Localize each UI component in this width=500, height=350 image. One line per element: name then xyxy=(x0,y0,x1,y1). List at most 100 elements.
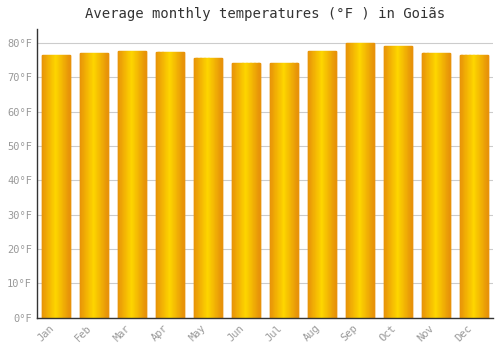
Bar xyxy=(83,53,84,318)
Bar xyxy=(256,63,257,318)
Bar xyxy=(330,51,331,318)
Bar xyxy=(436,53,437,318)
Bar xyxy=(167,52,168,318)
Bar xyxy=(107,53,108,318)
Bar xyxy=(477,55,478,318)
Bar xyxy=(317,51,318,318)
Bar xyxy=(318,51,319,318)
Bar xyxy=(238,63,239,318)
Bar xyxy=(401,46,402,318)
Bar xyxy=(159,52,160,318)
Bar xyxy=(362,43,363,318)
Bar xyxy=(445,53,446,318)
Bar xyxy=(180,52,182,318)
Bar xyxy=(66,55,68,318)
Bar xyxy=(86,53,87,318)
Bar xyxy=(410,46,411,318)
Bar xyxy=(442,53,443,318)
Bar xyxy=(207,58,208,318)
Bar xyxy=(58,55,59,318)
Bar xyxy=(447,53,448,318)
Bar xyxy=(171,52,172,318)
Bar xyxy=(286,63,287,318)
Bar xyxy=(136,51,137,318)
Bar xyxy=(216,58,217,318)
Bar xyxy=(218,58,220,318)
Bar xyxy=(211,58,212,318)
Bar xyxy=(322,51,323,318)
Bar xyxy=(357,43,358,318)
Bar xyxy=(462,55,463,318)
Bar xyxy=(385,46,386,318)
Bar xyxy=(411,46,412,318)
Bar xyxy=(444,53,445,318)
Bar xyxy=(283,63,284,318)
Bar xyxy=(161,52,162,318)
Bar xyxy=(84,53,86,318)
Bar xyxy=(438,53,439,318)
Bar xyxy=(403,46,404,318)
Bar xyxy=(320,51,321,318)
Bar xyxy=(321,51,322,318)
Bar xyxy=(276,63,277,318)
Bar xyxy=(466,55,467,318)
Bar xyxy=(272,63,273,318)
Bar xyxy=(160,52,161,318)
Bar xyxy=(294,63,295,318)
Bar xyxy=(365,43,366,318)
Bar xyxy=(370,43,371,318)
Bar xyxy=(275,63,276,318)
Bar xyxy=(485,55,486,318)
Bar xyxy=(87,53,88,318)
Bar xyxy=(329,51,330,318)
Bar xyxy=(259,63,260,318)
Bar xyxy=(408,46,409,318)
Bar xyxy=(99,53,100,318)
Bar xyxy=(425,53,426,318)
Bar xyxy=(360,43,361,318)
Bar xyxy=(353,43,354,318)
Bar xyxy=(393,46,394,318)
Bar xyxy=(103,53,104,318)
Bar xyxy=(407,46,408,318)
Bar xyxy=(158,52,159,318)
Bar xyxy=(423,53,424,318)
Bar xyxy=(96,53,98,318)
Bar xyxy=(290,63,291,318)
Bar xyxy=(121,51,122,318)
Bar xyxy=(422,53,423,318)
Bar xyxy=(45,55,46,318)
Bar xyxy=(273,63,274,318)
Bar xyxy=(355,43,356,318)
Bar xyxy=(235,63,236,318)
Bar xyxy=(350,43,351,318)
Bar xyxy=(282,63,283,318)
Bar xyxy=(323,51,324,318)
Bar xyxy=(67,55,68,318)
Bar xyxy=(57,55,58,318)
Bar xyxy=(182,52,183,318)
Bar xyxy=(297,63,298,318)
Bar xyxy=(270,63,271,318)
Bar xyxy=(212,58,213,318)
Bar xyxy=(80,53,82,318)
Bar xyxy=(481,55,482,318)
Bar xyxy=(293,63,294,318)
Bar xyxy=(208,58,209,318)
Bar xyxy=(399,46,400,318)
Bar xyxy=(195,58,196,318)
Bar xyxy=(312,51,313,318)
Bar xyxy=(467,55,468,318)
Bar xyxy=(284,63,285,318)
Bar xyxy=(126,51,127,318)
Bar xyxy=(201,58,202,318)
Bar xyxy=(448,53,449,318)
Bar xyxy=(55,55,56,318)
Bar xyxy=(461,55,462,318)
Bar xyxy=(319,51,320,318)
Bar xyxy=(90,53,91,318)
Bar xyxy=(431,53,432,318)
Bar xyxy=(242,63,243,318)
Bar xyxy=(348,43,349,318)
Bar xyxy=(409,46,410,318)
